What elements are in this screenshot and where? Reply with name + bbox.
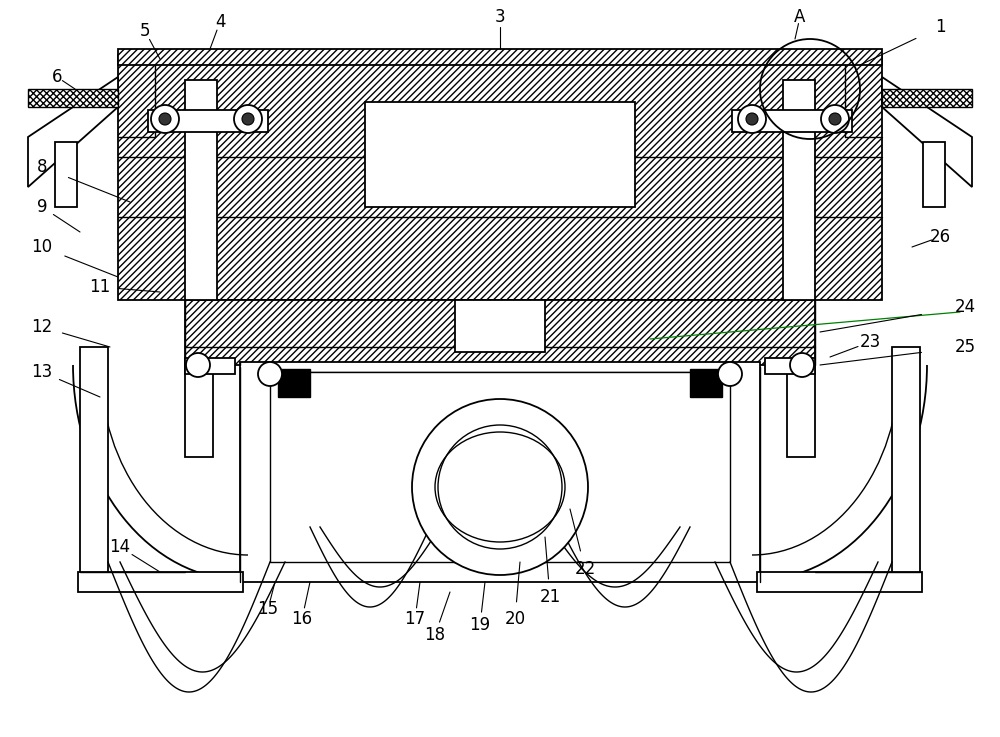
Polygon shape — [28, 77, 118, 187]
Bar — [55, 142, 77, 207]
Circle shape — [438, 425, 562, 549]
Text: 8: 8 — [37, 158, 47, 176]
Bar — [78, 572, 243, 592]
Circle shape — [738, 105, 766, 133]
Bar — [148, 110, 268, 132]
Text: 22: 22 — [574, 560, 596, 578]
Text: 21: 21 — [539, 588, 561, 606]
Text: 25: 25 — [954, 338, 976, 356]
Text: 6: 6 — [52, 68, 62, 86]
Text: 10: 10 — [31, 238, 53, 256]
Text: 12: 12 — [31, 318, 53, 336]
Circle shape — [258, 362, 282, 386]
Bar — [690, 369, 722, 397]
Text: 11: 11 — [89, 278, 111, 296]
Bar — [787, 365, 815, 457]
Bar — [185, 300, 815, 365]
Bar — [783, 80, 815, 300]
Text: 23: 23 — [859, 333, 881, 351]
Circle shape — [821, 105, 849, 133]
Bar — [185, 80, 217, 300]
Bar — [892, 347, 920, 582]
Text: 19: 19 — [469, 616, 491, 634]
Bar — [270, 372, 730, 562]
Text: 3: 3 — [495, 8, 505, 26]
Bar — [80, 347, 108, 582]
Circle shape — [412, 399, 588, 575]
Circle shape — [829, 113, 841, 125]
Bar — [765, 358, 815, 374]
Text: 20: 20 — [504, 610, 526, 628]
Bar — [455, 300, 545, 352]
Text: A: A — [794, 8, 806, 26]
Text: 13: 13 — [31, 363, 53, 381]
Bar — [923, 142, 945, 207]
Bar — [118, 49, 882, 65]
Circle shape — [151, 105, 179, 133]
Bar — [185, 365, 213, 457]
Circle shape — [186, 353, 210, 377]
Polygon shape — [882, 77, 972, 187]
Text: 5: 5 — [140, 22, 150, 40]
Text: 16: 16 — [291, 610, 313, 628]
Text: 17: 17 — [404, 610, 426, 628]
Text: 24: 24 — [954, 298, 976, 316]
Bar — [365, 102, 635, 207]
Bar — [240, 362, 760, 582]
Text: 18: 18 — [424, 626, 446, 644]
Circle shape — [234, 105, 262, 133]
Bar — [118, 55, 882, 300]
Text: 15: 15 — [257, 600, 279, 618]
Text: 26: 26 — [929, 228, 951, 246]
Bar — [185, 358, 235, 374]
Circle shape — [746, 113, 758, 125]
Circle shape — [159, 113, 171, 125]
Circle shape — [242, 113, 254, 125]
Text: 14: 14 — [109, 538, 131, 556]
Text: 4: 4 — [215, 13, 225, 31]
Bar — [28, 89, 118, 107]
Bar — [278, 369, 310, 397]
Bar — [882, 89, 972, 107]
Circle shape — [718, 362, 742, 386]
Bar — [757, 572, 922, 592]
Circle shape — [790, 353, 814, 377]
Text: 1: 1 — [935, 18, 945, 36]
Bar — [732, 110, 852, 132]
Text: 9: 9 — [37, 198, 47, 216]
